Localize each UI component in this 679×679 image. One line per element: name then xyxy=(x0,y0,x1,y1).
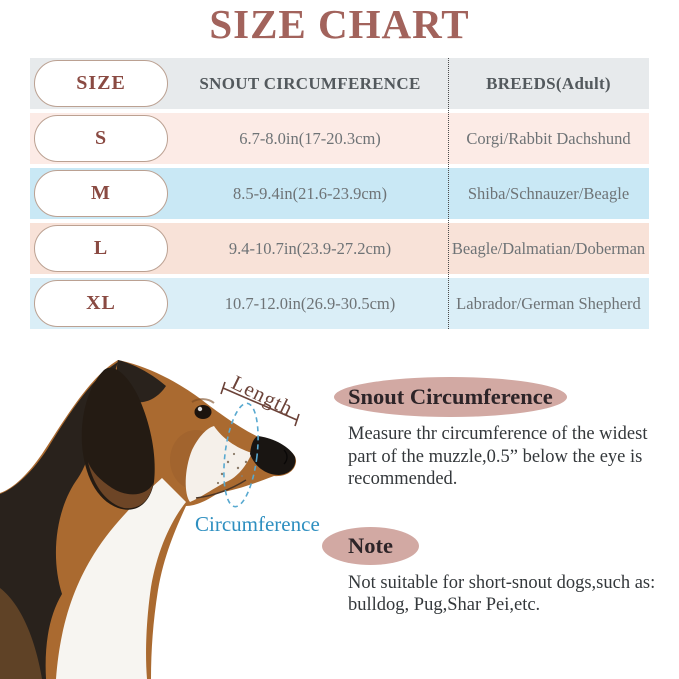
snout-circumference-heading: Snout Circumference xyxy=(334,377,567,417)
note-body: Not suitable for short-snout dogs,such a… xyxy=(348,572,656,616)
size-chart-table: SIZE SNOUT CIRCUMFERENCE BREEDS(Adult) S… xyxy=(30,58,649,333)
dog-ear-edge xyxy=(88,462,153,509)
length-measure-line xyxy=(220,381,300,427)
dog-eye xyxy=(194,405,212,419)
snout-circumference-body: Measure thr circumference of the widest … xyxy=(348,424,648,490)
table-row-m: M 8.5-9.4in(21.6-23.9cm) Shiba/Schnauzer… xyxy=(30,168,649,219)
circumference-value: 9.4-10.7in(23.9-27.2cm) xyxy=(228,238,392,258)
dog-nose xyxy=(250,436,296,475)
size-pill-xl: XL xyxy=(34,280,168,327)
dog-mouth-line xyxy=(195,479,247,499)
size-pill-m: M xyxy=(34,170,168,217)
breeds-value: Shiba/Schnauzer/Beagle xyxy=(467,183,630,203)
dog-muzzle-speckles xyxy=(216,452,248,485)
breeds-value: Beagle/Dalmatian/Doberman xyxy=(451,238,646,258)
size-pill-s: S xyxy=(34,115,168,162)
circumference-value: 8.5-9.4in(21.6-23.9cm) xyxy=(233,183,387,203)
circumference-value: 10.7-12.0in(26.9-30.5cm) xyxy=(224,293,396,313)
table-header-row: SIZE SNOUT CIRCUMFERENCE BREEDS(Adult) xyxy=(30,58,649,109)
dog-chest-fur xyxy=(56,478,186,679)
breeds-value: Corgi/Rabbit Dachshund xyxy=(466,128,631,148)
note-heading: Note xyxy=(322,526,419,565)
circumference-label: Circumference xyxy=(195,512,320,536)
dog-nostril xyxy=(283,449,288,465)
header-size-cell: SIZE xyxy=(30,58,172,109)
heading-highlight-ellipse xyxy=(334,377,567,417)
size-pill-l: L xyxy=(34,225,168,272)
circumference-value: 6.7-8.0in(17-20.3cm) xyxy=(239,128,381,148)
breeds-value: Labrador/German Shepherd xyxy=(456,293,641,313)
dog-ear xyxy=(81,367,155,510)
header-circumference: SNOUT CIRCUMFERENCE xyxy=(199,73,421,93)
dog-muzzle-white xyxy=(185,426,252,502)
snout-circumference-ellipse xyxy=(223,402,259,508)
table-row-s: S 6.7-8.0in(17-20.3cm) Corgi/Rabbit Dach… xyxy=(30,113,649,164)
header-breeds: BREEDS(Adult) xyxy=(486,73,611,93)
measuring-info-panel: Snout Circumference Measure thr circumfe… xyxy=(322,377,674,617)
table-row-xl: XL 10.7-12.0in(26.9-30.5cm) Labrador/Ger… xyxy=(30,278,649,329)
page-title: SIZE CHART xyxy=(209,1,470,47)
dog-eye-highlight xyxy=(197,406,203,412)
dog-brow-line xyxy=(191,398,215,404)
size-header-pill: SIZE xyxy=(34,60,168,107)
dog-photo xyxy=(0,360,300,679)
heading-highlight-ellipse xyxy=(322,526,419,565)
dog-brown-streak xyxy=(0,588,42,679)
column-divider-dotted-line xyxy=(448,58,449,329)
dog-illustration xyxy=(0,350,340,679)
table-row-l: L 9.4-10.7in(23.9-27.2cm) Beagle/Dalmati… xyxy=(30,223,649,274)
